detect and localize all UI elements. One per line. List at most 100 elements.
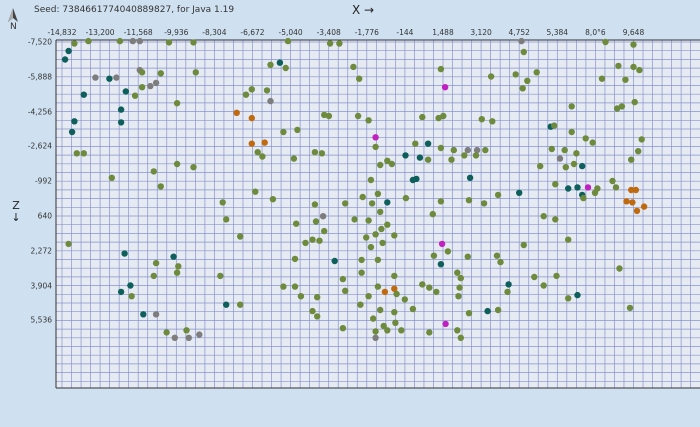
structure-marker[interactable]	[147, 82, 154, 90]
structure-marker[interactable]	[314, 294, 321, 301]
structure-marker[interactable]	[461, 152, 468, 159]
structure-marker[interactable]	[626, 304, 634, 312]
structure-marker[interactable]	[388, 160, 396, 168]
structure-marker[interactable]	[282, 64, 289, 72]
structure-marker[interactable]	[267, 97, 274, 105]
structure-marker[interactable]	[565, 236, 572, 243]
structure-marker[interactable]	[280, 128, 287, 136]
structure-marker[interactable]	[633, 207, 641, 215]
structure-marker[interactable]	[493, 252, 501, 259]
structure-marker[interactable]	[454, 269, 461, 276]
structure-marker[interactable]	[384, 221, 391, 228]
structure-marker[interactable]	[267, 61, 274, 68]
structure-marker[interactable]	[574, 291, 581, 299]
structure-marker[interactable]	[237, 233, 244, 240]
structure-marker[interactable]	[494, 306, 502, 314]
structure-marker[interactable]	[280, 283, 287, 290]
structure-marker[interactable]	[372, 143, 379, 151]
structure-marker[interactable]	[380, 322, 387, 330]
structure-marker[interactable]	[309, 236, 316, 243]
structure-marker[interactable]	[638, 136, 645, 143]
structure-marker[interactable]	[117, 288, 125, 296]
structure-marker[interactable]	[173, 269, 181, 276]
structure-marker[interactable]	[553, 272, 560, 280]
structure-marker[interactable]	[565, 295, 572, 302]
structure-marker[interactable]	[291, 283, 299, 290]
structure-marker[interactable]	[127, 282, 134, 289]
structure-marker[interactable]	[92, 74, 99, 81]
structure-marker[interactable]	[384, 157, 391, 164]
structure-marker[interactable]	[374, 283, 382, 290]
structure-marker[interactable]	[580, 194, 587, 202]
structure-marker[interactable]	[357, 301, 364, 308]
structure-marker[interactable]	[183, 327, 190, 334]
structure-marker[interactable]	[248, 140, 255, 147]
structure-marker[interactable]	[430, 252, 438, 259]
structure-marker[interactable]	[533, 69, 540, 76]
structure-marker[interactable]	[377, 161, 384, 169]
structure-marker[interactable]	[173, 160, 181, 168]
structure-marker[interactable]	[562, 164, 569, 171]
structure-marker[interactable]	[358, 269, 365, 276]
structure-marker[interactable]	[157, 183, 164, 190]
structure-marker[interactable]	[391, 272, 398, 280]
structure-marker[interactable]	[108, 174, 116, 181]
structure-marker[interactable]	[248, 114, 255, 122]
structure-marker[interactable]	[71, 40, 78, 47]
structure-marker[interactable]	[630, 63, 637, 71]
structure-marker[interactable]	[450, 146, 457, 154]
structure-marker[interactable]	[487, 73, 495, 80]
structure-marker[interactable]	[65, 47, 72, 55]
structure-marker[interactable]	[519, 85, 526, 92]
structure-marker[interactable]	[290, 155, 298, 162]
structure-marker[interactable]	[401, 296, 408, 303]
structure-marker[interactable]	[391, 309, 398, 316]
structure-marker[interactable]	[378, 225, 385, 233]
structure-marker[interactable]	[540, 213, 547, 220]
structure-marker[interactable]	[223, 301, 230, 308]
structure-marker[interactable]	[175, 263, 182, 270]
structure-marker[interactable]	[113, 74, 120, 81]
structure-marker[interactable]	[424, 140, 432, 147]
structure-marker[interactable]	[294, 126, 301, 134]
structure-marker[interactable]	[374, 190, 382, 197]
structure-marker[interactable]	[138, 84, 146, 91]
structure-marker[interactable]	[152, 79, 160, 87]
structure-marker[interactable]	[384, 327, 391, 334]
structure-marker[interactable]	[409, 305, 417, 313]
structure-marker[interactable]	[426, 284, 433, 291]
structure-marker[interactable]	[351, 216, 358, 223]
structure-marker[interactable]	[612, 184, 620, 191]
structure-marker[interactable]	[248, 86, 255, 93]
structure-marker[interactable]	[367, 243, 375, 251]
structure-marker[interactable]	[623, 198, 630, 205]
structure-marker[interactable]	[254, 149, 261, 156]
structure-marker[interactable]	[438, 240, 446, 248]
structure-marker[interactable]	[377, 306, 384, 314]
structure-marker[interactable]	[444, 248, 452, 255]
structure-marker[interactable]	[359, 193, 366, 201]
structure-marker[interactable]	[457, 274, 464, 282]
structure-marker[interactable]	[440, 112, 447, 120]
structure-marker[interactable]	[321, 111, 328, 119]
structure-marker[interactable]	[640, 203, 648, 210]
structure-marker[interactable]	[261, 139, 268, 146]
structure-marker[interactable]	[392, 319, 399, 326]
structure-marker[interactable]	[311, 149, 319, 156]
structure-marker[interactable]	[276, 59, 284, 66]
structure-marker[interactable]	[537, 162, 544, 170]
structure-marker[interactable]	[374, 256, 382, 264]
structure-marker[interactable]	[516, 189, 523, 196]
structure-marker[interactable]	[131, 92, 139, 99]
structure-marker[interactable]	[263, 87, 271, 94]
structure-marker[interactable]	[472, 152, 480, 159]
structure-marker[interactable]	[284, 37, 292, 45]
structure-marker[interactable]	[579, 162, 586, 170]
structure-marker[interactable]	[632, 186, 640, 194]
structure-marker[interactable]	[163, 329, 170, 336]
structure-marker[interactable]	[223, 216, 230, 223]
structure-marker[interactable]	[570, 160, 578, 168]
structure-marker[interactable]	[233, 109, 240, 117]
structure-marker[interactable]	[190, 164, 197, 171]
structure-marker[interactable]	[302, 239, 309, 247]
